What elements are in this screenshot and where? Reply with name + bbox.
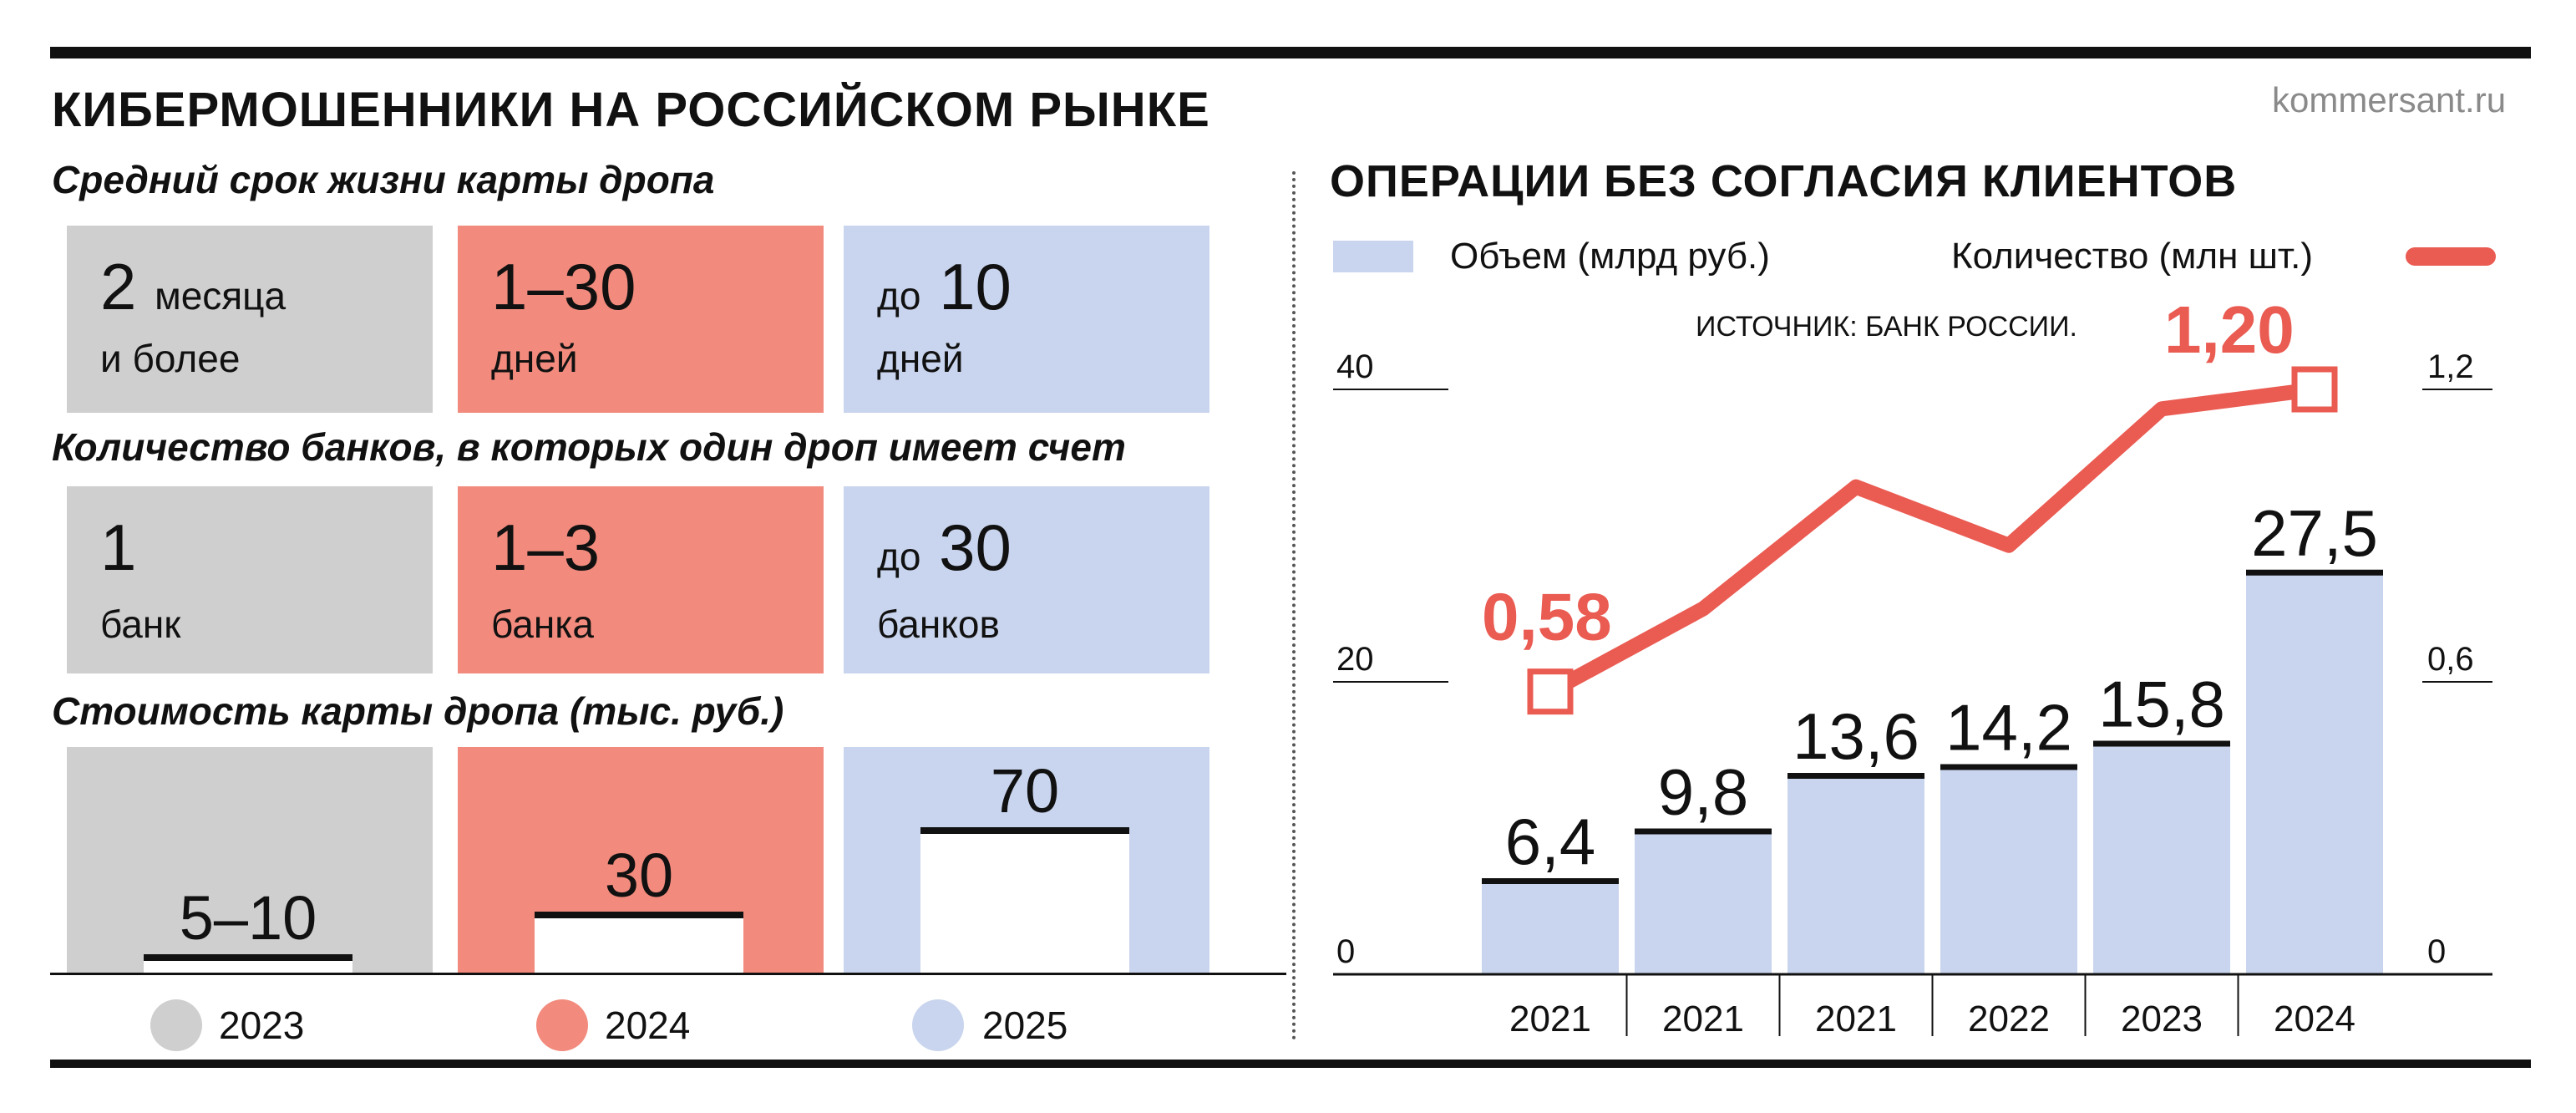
- bar-top-4: [2093, 740, 2230, 747]
- banks-cell-2024: 1–3 банка: [458, 486, 824, 673]
- banks-cell-2023: 1 банк: [67, 486, 433, 673]
- y-left-tick-0: 0: [1336, 933, 1355, 970]
- count-label-first: 0,58: [1482, 580, 1612, 654]
- bar-top-5: [2246, 569, 2383, 576]
- cost-bar-2023: [144, 954, 352, 974]
- legend-label-volume: Объем (млрд руб.): [1450, 236, 1770, 277]
- banks-value-2025: до 30: [877, 511, 1012, 584]
- banks-value-2024: 1–3: [491, 511, 601, 584]
- legend-dot-2023: [150, 999, 202, 1051]
- lifetime-unit-2023: и более: [100, 337, 241, 380]
- site-credit: kommersant.ru: [2272, 80, 2507, 119]
- cost-cell-2023: 5–10: [67, 747, 433, 974]
- x-tick-label-1: 2021: [1662, 999, 1744, 1039]
- count-marker-0: [1527, 668, 1574, 715]
- y-right-tick-1,2: 1,2: [2427, 348, 2474, 385]
- section-title-lifetime: Средний срок жизни карты дропа: [52, 158, 715, 201]
- banks-unit-2024: банка: [491, 602, 594, 646]
- banks-unit-2023: банк: [100, 602, 181, 646]
- lifetime-cell-2024: 1–30 дней: [458, 226, 824, 413]
- chart-title: ОПЕРАЦИИ БЕЗ СОГЛАСИЯ КЛИЕНТОВ: [1330, 156, 2238, 206]
- banks-unit-2025: банков: [877, 602, 1000, 646]
- x-tick-label-3: 2022: [1968, 999, 2050, 1039]
- legend-year-2024: 2024: [605, 1004, 691, 1047]
- bar-top-0: [1482, 878, 1619, 884]
- bar-top-2: [1787, 773, 1924, 779]
- cost-bar-2025: [920, 827, 1129, 974]
- source-note: ИСТОЧНИК: БАНК РОССИИ.: [1696, 311, 2078, 343]
- legend-year-2025: 2025: [982, 1004, 1068, 1047]
- legend-dot-2024: [536, 999, 588, 1051]
- x-tick-label-0: 2021: [1509, 999, 1591, 1039]
- top-rule: [50, 47, 2531, 58]
- bar-2: [1787, 775, 1924, 974]
- bar-3: [1940, 766, 2077, 974]
- banks-cell-2025: до 30 банков: [844, 486, 1209, 673]
- bar-0: [1482, 881, 1619, 974]
- bar-label-5: 27,5: [2251, 496, 2378, 570]
- y-left-tick-40: 40: [1336, 348, 1374, 385]
- y-right-tick-0: 0: [2427, 933, 2446, 970]
- cost-cell-2024: 30: [458, 747, 824, 974]
- bar-label-2: 13,6: [1793, 699, 1919, 773]
- lifetime-value-2023: 2 месяца: [100, 250, 287, 323]
- legend-label-count: Количество (млн шт.): [1951, 236, 2314, 277]
- x-tick-label-2: 2021: [1815, 999, 1897, 1039]
- cost-bar-2024: [535, 911, 743, 974]
- legend-dot-2025: [912, 999, 964, 1051]
- bar-label-4: 15,8: [2098, 668, 2225, 741]
- count-marker-5: [2291, 366, 2338, 413]
- x-tick-label-5: 2024: [2274, 999, 2355, 1039]
- bar-label-3: 14,2: [1945, 691, 2072, 765]
- legend-line-count: [2406, 247, 2496, 266]
- section-divider: [1292, 171, 1296, 1040]
- bar-4: [2093, 743, 2230, 974]
- cost-label-2023: 5–10: [179, 883, 317, 953]
- lifetime-unit-2025: дней: [877, 337, 964, 380]
- lifetime-cell-2025: до 10 дней: [844, 226, 1209, 413]
- legend-year-2023: 2023: [219, 1004, 305, 1047]
- cost-cell-2025: 70: [844, 747, 1209, 974]
- legend-swatch-volume: [1333, 241, 1413, 272]
- section-title-banks: Количество банков, в которых один дроп и…: [52, 425, 1126, 469]
- count-label-last: 1,20: [2164, 292, 2295, 367]
- y-right-tick-0,6: 0,6: [2427, 641, 2474, 678]
- y-left-tick-20: 20: [1336, 641, 1374, 678]
- bar-5: [2246, 572, 2383, 974]
- count-line: [1543, 382, 2322, 699]
- main-title: КИБЕРМОШЕННИКИ НА РОССИЙСКОМ РЫНКЕ: [52, 83, 1210, 137]
- cost-label-2025: 70: [990, 756, 1060, 826]
- bar-1: [1635, 831, 1772, 974]
- cost-baseline: [50, 973, 1286, 975]
- banks-value-2023: 1: [100, 511, 137, 584]
- bar-label-0: 6,4: [1505, 805, 1595, 878]
- bar-label-1: 9,8: [1658, 755, 1748, 829]
- cost-label-2024: 30: [604, 840, 674, 910]
- lifetime-value-2025: до 10: [877, 250, 1012, 323]
- bar-top-1: [1635, 828, 1772, 835]
- x-tick-label-4: 2023: [2121, 999, 2203, 1039]
- bottom-rule: [50, 1060, 2531, 1068]
- lifetime-cell-2023: 2 месяца и более: [67, 226, 433, 413]
- lifetime-unit-2024: дней: [491, 337, 578, 380]
- section-title-cost: Стоимость карты дропа (тыс. руб.): [52, 689, 784, 733]
- lifetime-value-2024: 1–30: [491, 250, 636, 323]
- bar-top-3: [1940, 764, 2077, 770]
